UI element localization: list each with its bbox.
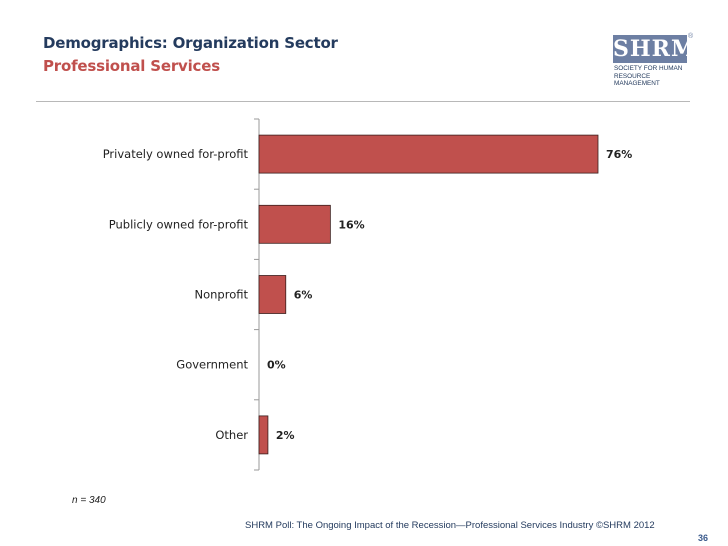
page-subtitle: Professional Services: [43, 57, 220, 75]
footer-title: SHRM Poll: The Ongoing Impact of the Rec…: [245, 520, 594, 531]
data-label: 16%: [338, 218, 364, 231]
category-label: Other: [215, 428, 248, 442]
data-label: 6%: [294, 289, 313, 302]
footer-source: SHRM Poll: The Ongoing Impact of the Rec…: [245, 520, 655, 531]
logo-line-1: Society for Human: [614, 65, 683, 72]
shrm-logo: SHRM ® Society for Human Resource Manage…: [613, 33, 697, 88]
bar: [258, 134, 599, 174]
logo-tagline: Society for Human Resource Management: [614, 65, 694, 88]
bar: [258, 204, 331, 244]
bar: [258, 415, 269, 455]
sample-size-note: n = 340: [72, 495, 106, 506]
logo-registered: ®: [688, 33, 694, 40]
category-label: Privately owned for-profit: [103, 147, 249, 161]
data-label: 2%: [276, 429, 295, 442]
page-title: Demographics: Organization Sector: [43, 34, 338, 52]
footer-copyright: ©SHRM 2012: [595, 520, 655, 531]
category-label: Nonprofit: [195, 288, 249, 302]
data-label: 0%: [267, 359, 286, 372]
logo-mark: SHRM: [613, 35, 697, 63]
header-divider: [36, 101, 690, 102]
category-label: Government: [176, 358, 248, 372]
data-label: 76%: [606, 148, 632, 161]
category-label: Publicly owned for-profit: [109, 217, 249, 231]
logo-line-2: Resource Management: [614, 72, 660, 88]
bar: [258, 275, 287, 314]
page-number: 36: [697, 533, 708, 543]
